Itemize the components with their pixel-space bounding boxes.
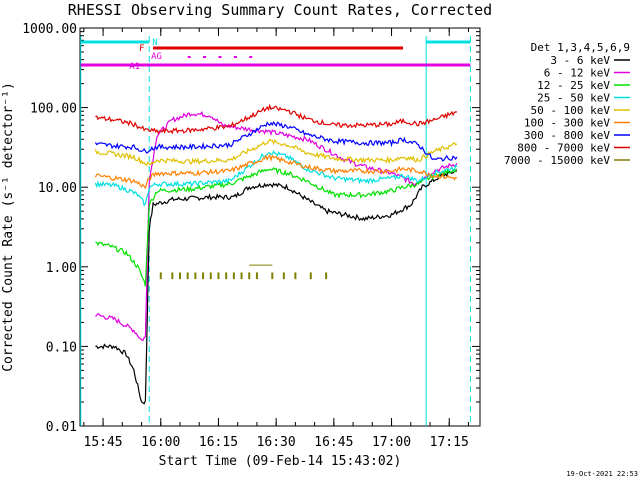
legend-label: 25 - 50 keV bbox=[537, 92, 610, 105]
series-line-3 bbox=[94, 150, 458, 207]
x-axis-label: Start Time (09-Feb-14 15:43:02) bbox=[159, 454, 402, 469]
flag-label-ag: AG bbox=[151, 52, 162, 62]
legend-header: Det 1,3,4,5,6,9 bbox=[531, 41, 630, 54]
y-tick-label: 10.00 bbox=[38, 181, 77, 196]
series-line-2 bbox=[95, 166, 458, 287]
flag-label-f: F bbox=[139, 44, 144, 54]
flag-dot-ag bbox=[249, 56, 253, 58]
attenuator-lines bbox=[80, 36, 471, 426]
footer-date: 19-Oct-2021 22:53 bbox=[566, 470, 638, 478]
legend-label: 50 - 100 keV bbox=[531, 104, 611, 117]
legend-label: 7000 - 15000 keV bbox=[504, 154, 610, 167]
flag-label-n: N bbox=[152, 38, 157, 48]
y-tick-label: 100.00 bbox=[30, 102, 77, 117]
legend-label: 300 - 800 keV bbox=[524, 129, 610, 142]
plot-border bbox=[79, 27, 481, 427]
x-tick-label: 16:30 bbox=[257, 435, 296, 450]
x-tick-label: 17:00 bbox=[372, 435, 411, 450]
flag-dot-ag bbox=[203, 56, 207, 58]
y-tick-label: 1.00 bbox=[46, 261, 77, 276]
legend-label: 3 - 6 keV bbox=[550, 54, 610, 67]
flag-dot-ag bbox=[187, 56, 191, 58]
y-axis: 0.01 0.10 1.00 10.00 100.00 1000.00 bbox=[22, 22, 480, 435]
chart-title: RHESSI Observing Summary Count Rates, Co… bbox=[68, 1, 492, 19]
x-tick-label: 17:15 bbox=[430, 435, 469, 450]
flag-dot-ag bbox=[233, 56, 237, 58]
legend-label: 100 - 300 keV bbox=[524, 117, 610, 130]
series-line-5 bbox=[94, 153, 458, 190]
legend-label: 12 - 25 keV bbox=[537, 79, 610, 92]
legend-label: 800 - 7000 keV bbox=[517, 142, 610, 155]
y-tick-label: 0.10 bbox=[46, 340, 77, 355]
y-tick-label: 0.01 bbox=[46, 420, 77, 435]
series-line-6 bbox=[94, 121, 458, 162]
x-tick-label: 16:00 bbox=[141, 435, 180, 450]
x-tick-label: 16:45 bbox=[314, 435, 353, 450]
flag-bars: NF AG A1 bbox=[80, 38, 471, 72]
data-series bbox=[94, 103, 458, 405]
series-line-0 bbox=[95, 170, 457, 405]
series-line-7 bbox=[95, 103, 457, 135]
y-tick-label: 1000.00 bbox=[22, 22, 77, 37]
flag-label-a1: A1 bbox=[129, 62, 140, 72]
plot-area bbox=[79, 27, 481, 427]
legend-label: 6 - 12 keV bbox=[544, 67, 611, 80]
x-tick-label: 15:45 bbox=[84, 435, 123, 450]
olive-marks bbox=[159, 264, 328, 280]
x-axis: 15:45 16:00 16:15 16:30 16:45 17:00 17:15 bbox=[83, 28, 469, 450]
series-line-4 bbox=[94, 138, 458, 167]
flag-dot-ag bbox=[218, 56, 222, 58]
y-axis-label: Corrected Count Rate (s⁻¹ detector⁻¹) bbox=[1, 82, 16, 372]
x-tick-label: 16:15 bbox=[199, 435, 238, 450]
